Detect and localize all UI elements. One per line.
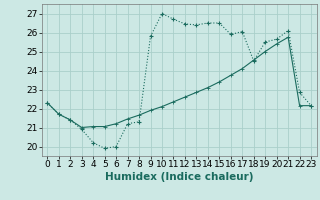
X-axis label: Humidex (Indice chaleur): Humidex (Indice chaleur) — [105, 172, 253, 182]
